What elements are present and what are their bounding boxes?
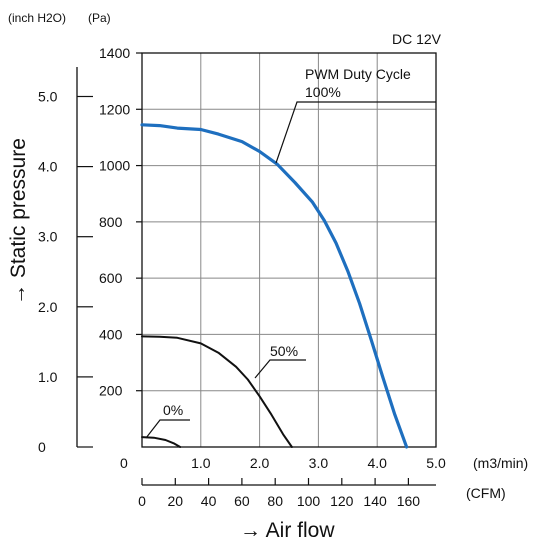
grid xyxy=(142,53,436,447)
x-tick-label-5: 5.0 xyxy=(426,455,446,471)
cfm-tick-label-8: 160 xyxy=(397,493,421,509)
leader-0 xyxy=(145,419,190,439)
x-tick-label-3: 3.0 xyxy=(309,455,329,471)
inch-tick-label-5: 5.0 xyxy=(38,88,58,104)
pa-tick-label-2: 600 xyxy=(99,270,123,286)
legend-title: PWM Duty Cycle xyxy=(305,66,411,82)
inch-tick-label-0: 0 xyxy=(38,439,46,455)
pa-tick-label-4: 1000 xyxy=(99,158,130,174)
cfm-tick-label-4: 80 xyxy=(267,493,283,509)
cfm-tick-label-7: 140 xyxy=(363,493,387,509)
curve-100pct xyxy=(140,123,409,449)
pa-tick-label-3: 800 xyxy=(99,214,123,230)
cfm-tick-label-5: 100 xyxy=(297,493,321,509)
pa-tick-label-1: 400 xyxy=(99,326,123,342)
pa-tick-label-0: 200 xyxy=(99,383,123,399)
curve-50pct xyxy=(141,335,293,448)
inch-tick-label-1: 1.0 xyxy=(38,369,58,385)
inch-tick-label-3: 3.0 xyxy=(38,229,58,245)
x-tick-label-2: 2.0 xyxy=(250,455,270,471)
pa-tick-label-6: 1400 xyxy=(99,45,130,61)
cfm-tick-label-3: 60 xyxy=(234,493,250,509)
leader-50 xyxy=(254,359,306,379)
curve-0pct xyxy=(141,436,182,448)
m3-unit-label: (m3/min) xyxy=(473,455,528,471)
x-axis: 1.0 2.0 3.0 4.0 5.0 xyxy=(191,455,446,471)
inch-tick-label-2: 2.0 xyxy=(38,299,58,315)
cfm-axis: 0 20 40 60 80 100 120 140 160 xyxy=(138,478,420,509)
pa-tick-label-5: 1200 xyxy=(99,101,130,117)
pa-axis: 200 400 600 800 1000 1200 1400 0 xyxy=(99,45,142,471)
cfm-tick-label-2: 40 xyxy=(201,493,217,509)
cfm-tick-label-1: 20 xyxy=(168,493,184,509)
label-0: 0% xyxy=(163,402,183,418)
condition-label: DC 12V xyxy=(392,31,442,47)
inch-unit-label: (inch H2O) xyxy=(8,11,66,25)
y-axis-title: → Static pressure xyxy=(7,138,30,305)
label-50: 50% xyxy=(270,343,298,359)
x-axis-title: → Air flow xyxy=(240,519,335,542)
x-tick-label-1: 1.0 xyxy=(191,455,211,471)
curves xyxy=(140,123,409,449)
pa-unit-label: (Pa) xyxy=(88,11,111,25)
cfm-unit-label: (CFM) xyxy=(466,485,506,501)
x-tick-label-4: 4.0 xyxy=(367,455,387,471)
plot-frame xyxy=(141,52,437,448)
origin-label: 0 xyxy=(120,455,128,471)
leader-100 xyxy=(275,101,436,164)
cfm-tick-label-0: 0 xyxy=(138,493,146,509)
inch-axis: 0 1.0 2.0 3.0 4.0 5.0 xyxy=(38,88,93,455)
cfm-tick-label-6: 120 xyxy=(330,493,354,509)
inch-tick-label-4: 4.0 xyxy=(38,159,58,175)
label-100: 100% xyxy=(305,84,341,100)
